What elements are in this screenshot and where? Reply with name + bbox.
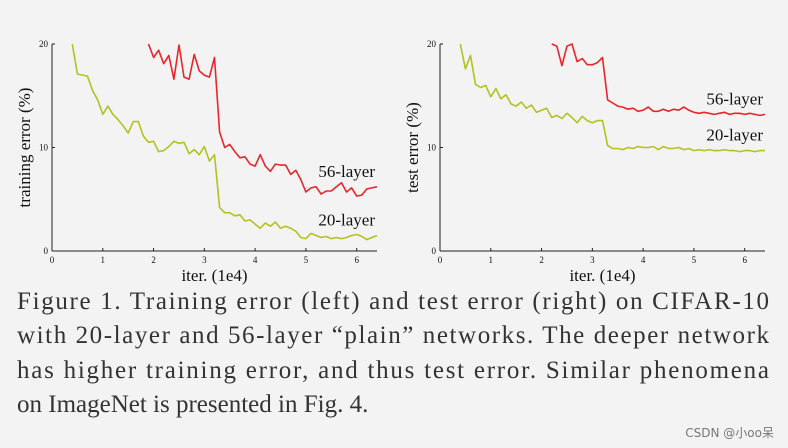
x-tick-label: 0 [438, 255, 443, 265]
caption-line: with 20-layer and 56-layer “plain” netwo… [17, 322, 769, 349]
series-line [147, 43, 378, 197]
series-label: 20-layer [706, 126, 763, 145]
x-axis-label: iter. (1e4) [569, 266, 635, 285]
series-label: 20-layer [318, 210, 375, 229]
series-label: 56-layer [318, 162, 375, 181]
x-tick-label: 3 [202, 255, 207, 265]
x-tick-label: 5 [692, 255, 697, 265]
series-line [551, 43, 766, 117]
caption-line: on ImageNet is presented in Fig. 4. [17, 391, 368, 418]
x-tick-label: 2 [539, 255, 544, 265]
x-tick-label: 1 [101, 255, 106, 265]
watermark: CSDN @小oo呆 [685, 426, 774, 440]
series-label: 56-layer [706, 89, 763, 108]
caption-line: has higher training error, and thus test… [17, 357, 769, 384]
caption-line: Figure 1. Training error (left) and test… [17, 288, 769, 315]
series-line [459, 43, 765, 153]
y-axis-label: training error (%) [15, 88, 34, 208]
x-axis-label: iter. (1e4) [181, 266, 247, 285]
y-tick-label: 20 [39, 39, 49, 49]
x-tick-label: 1 [489, 255, 494, 265]
y-axis-label: test error (%) [403, 102, 422, 193]
y-tick-label: 10 [39, 143, 49, 153]
series-line [71, 43, 378, 241]
x-tick-label: 4 [253, 255, 258, 265]
x-tick-label: 6 [354, 255, 359, 265]
x-tick-label: 5 [304, 255, 309, 265]
y-tick-label: 20 [427, 39, 437, 49]
y-tick-label: 0 [44, 246, 49, 256]
x-tick-label: 0 [50, 255, 55, 265]
y-tick-label: 10 [427, 143, 437, 153]
x-tick-label: 4 [641, 255, 646, 265]
x-tick-label: 6 [742, 255, 747, 265]
x-tick-label: 2 [151, 255, 156, 265]
y-tick-label: 0 [432, 246, 437, 256]
x-tick-label: 3 [590, 255, 595, 265]
